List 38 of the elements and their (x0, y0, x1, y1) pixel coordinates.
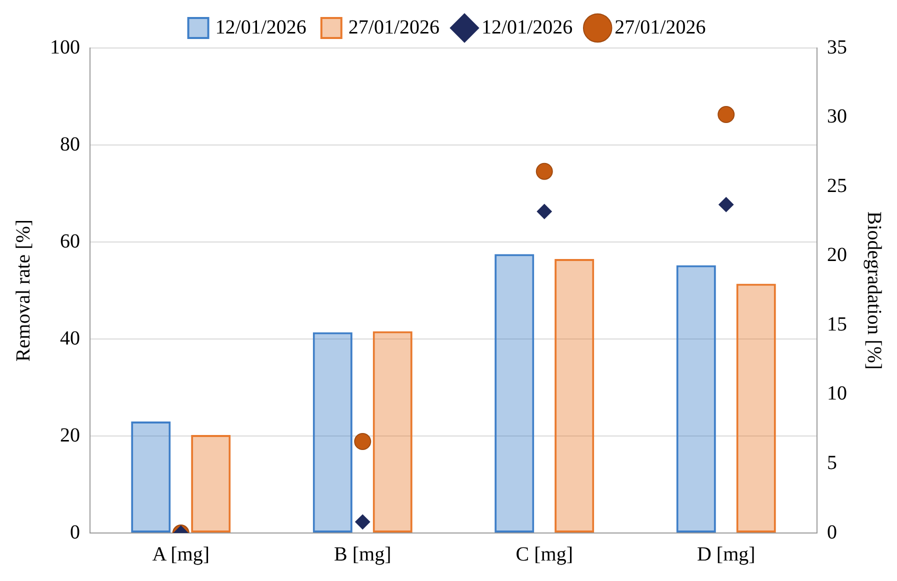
bar (676, 265, 716, 532)
legend-label: 27/01/2026 (348, 16, 440, 38)
bar (372, 331, 412, 532)
x-tick-label: D [mg] (696, 543, 756, 566)
bar (494, 254, 534, 532)
y2-tick-label: 20 (827, 244, 847, 266)
legend-label: 27/01/2026 (614, 16, 706, 38)
point (354, 433, 372, 450)
point (718, 197, 734, 212)
y2-tick-label: 0 (827, 521, 837, 544)
legend-label: 12/01/2026 (215, 16, 306, 38)
y2-tick-label: 10 (827, 382, 847, 405)
y2-axis-title: Biodegradation [%] (862, 211, 885, 370)
point (355, 514, 370, 530)
bar (312, 332, 352, 532)
bar (736, 284, 776, 532)
y2-tick-label: 5 (827, 452, 837, 474)
x-tick-label: C [mg] (516, 543, 573, 566)
bar (131, 421, 171, 532)
x-tick-label: B [mg] (334, 543, 392, 566)
y-tick-label: 0 (70, 521, 80, 544)
y-tick-label: 100 (50, 36, 80, 58)
y-axis-title: Removal rate [%] (12, 219, 34, 362)
y2-tick-label: 30 (827, 106, 847, 128)
y-tick-label: 80 (60, 133, 80, 156)
legend-label: 12/01/2026 (482, 16, 573, 38)
x-tick-label: A [mg] (152, 543, 210, 566)
point (536, 204, 552, 220)
y2-tick-label: 35 (827, 36, 847, 58)
y-tick-label: 20 (60, 424, 80, 446)
bar (554, 258, 594, 532)
y-tick-label: 60 (60, 230, 80, 252)
bar (191, 435, 231, 532)
point (718, 106, 735, 124)
y2-tick-label: 25 (827, 174, 847, 197)
y2-tick-label: 15 (827, 313, 847, 336)
y-tick-label: 40 (60, 327, 80, 350)
point (536, 162, 553, 180)
